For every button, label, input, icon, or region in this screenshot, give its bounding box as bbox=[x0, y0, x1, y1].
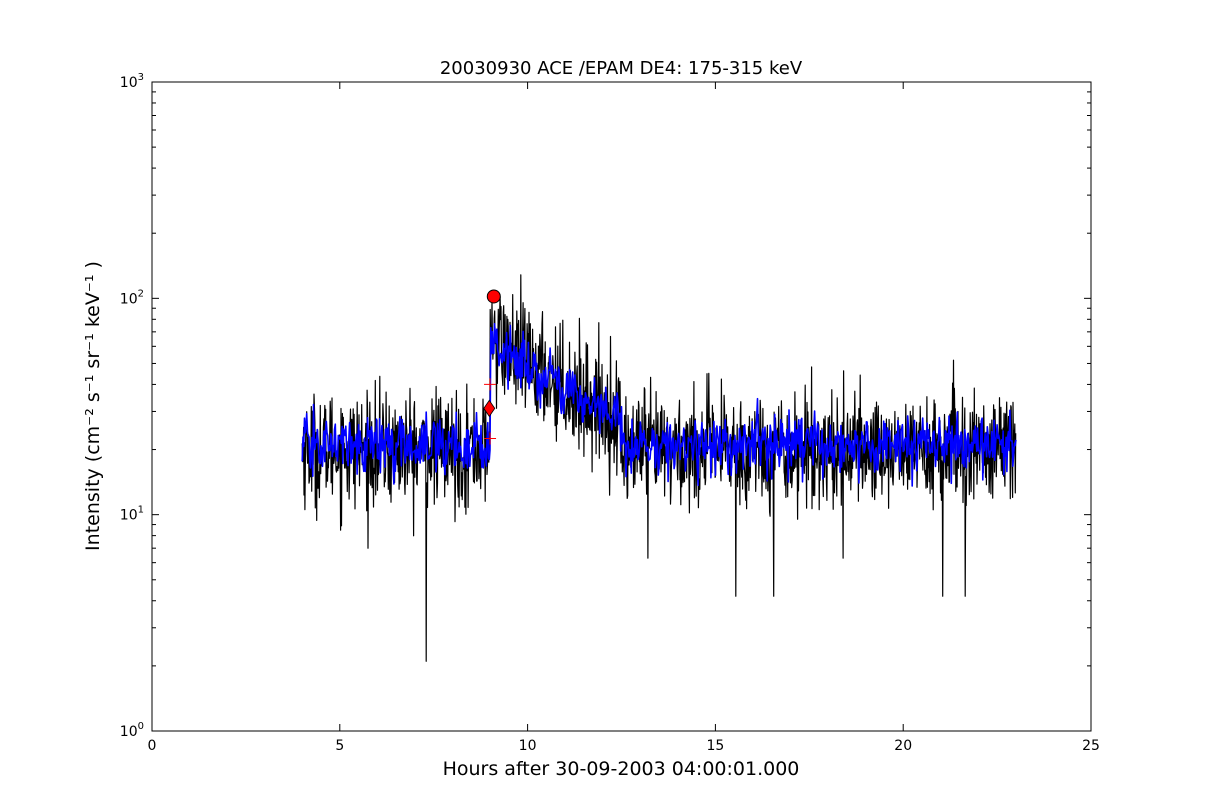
y-axis-label: Intensity (cm⁻² s⁻¹ sr⁻¹ keV⁻¹ ) bbox=[82, 261, 104, 551]
bound-marker-plus bbox=[484, 378, 497, 391]
x-tick-label: 25 bbox=[1082, 738, 1100, 754]
y-tick-label: 103 bbox=[120, 72, 144, 91]
plot-area-frame bbox=[151, 81, 1092, 732]
x-tick-label: 10 bbox=[519, 738, 537, 754]
y-axis: 100 101 102 103 bbox=[120, 72, 1091, 740]
onset-marker-diamond bbox=[483, 399, 496, 418]
chart-title: 20030930 ACE /EPAM DE4: 175-315 keV bbox=[440, 58, 803, 79]
x-axis: 0 5 10 15 20 25 bbox=[148, 82, 1100, 754]
peak-marker-circle bbox=[486, 289, 501, 304]
y-tick-label: 101 bbox=[120, 505, 144, 524]
marker-layer bbox=[483, 289, 501, 445]
x-tick-label: 0 bbox=[148, 738, 157, 754]
series-layer bbox=[301, 274, 1017, 662]
x-tick-label: 5 bbox=[335, 738, 344, 754]
x-axis-label: Hours after 30-09-2003 04:00:01.000 bbox=[443, 758, 800, 780]
x-tick-label: 20 bbox=[894, 738, 912, 754]
x-tick-label: 15 bbox=[706, 738, 724, 754]
y-tick-label: 100 bbox=[120, 721, 144, 740]
series-line-smoothed bbox=[301, 322, 1017, 487]
bound-marker-plus bbox=[484, 432, 497, 445]
y-tick-label: 102 bbox=[120, 288, 144, 307]
